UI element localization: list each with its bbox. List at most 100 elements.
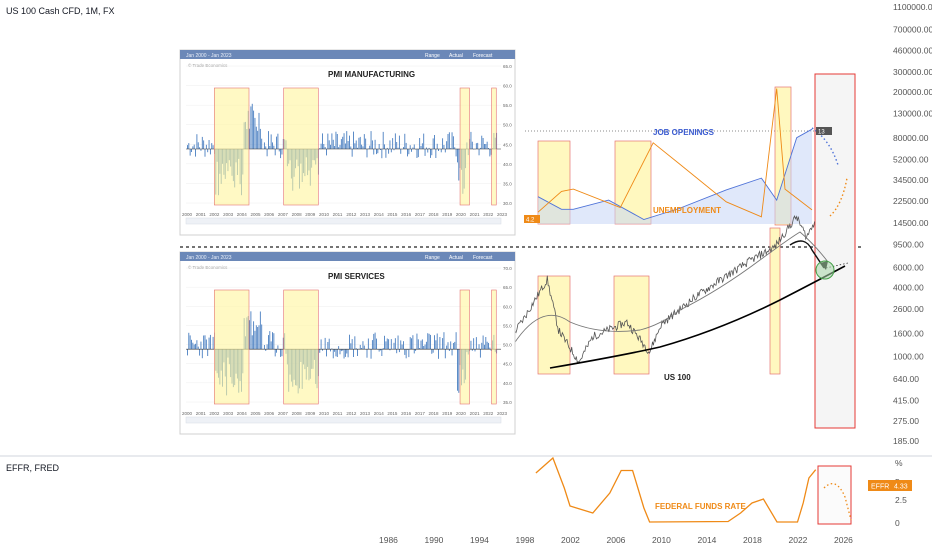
effr-tick-3: 0 <box>895 518 900 528</box>
pmi-services-panel-xtick-5: 2005 <box>250 411 261 416</box>
pmi-services-panel-ytick-4: 50.0 <box>503 343 512 348</box>
projection-arrow <box>789 240 825 269</box>
price-tick-11: 9500.00 <box>893 239 924 249</box>
unemployment-badge <box>524 215 540 223</box>
pmi-manufacturing-panel-xtick-23: 2023 <box>497 212 508 217</box>
pmi-services-panel-xtick-3: 2003 <box>223 411 234 416</box>
pmi-services-panel-xtick-9: 2009 <box>305 411 316 416</box>
price-tick-19: 275.00 <box>893 416 919 426</box>
symbol-title: US 100 Cash CFD, 1M, FX <box>6 6 115 16</box>
pmi-services-panel-xtick-21: 2021 <box>470 411 481 416</box>
pmi-services-panel-xtick-23: 2023 <box>497 411 508 416</box>
pmi-manufacturing-panel-ytick-2: 55.0 <box>503 103 512 108</box>
pmi-services-panel-highlight-1 <box>283 289 319 405</box>
effr-forecast-box <box>817 465 852 525</box>
pmi-manufacturing-panel-xtick-3: 2003 <box>223 212 234 217</box>
price-tick-7: 52000.00 <box>893 154 929 164</box>
pmi-manufacturing-panel-navigator <box>185 217 502 225</box>
pmi-manufacturing-panel-highlight-3 <box>491 87 497 206</box>
highlight-box-2 <box>537 275 571 375</box>
price-tick-9: 22500.00 <box>893 196 929 206</box>
pmi-services-panel-btn-1: Actual <box>449 255 463 261</box>
effr-tick-2: 2.5 <box>895 495 907 505</box>
effr-tick-0: % <box>895 458 903 468</box>
pmi-services-panel-xtick-0: 2000 <box>182 411 193 416</box>
pmi-services-panel-btn-0: Range <box>425 255 440 261</box>
pmi-services-panel: Jan 2000 - Jan 2023 Range Actual Forecast © … <box>179 251 516 435</box>
price-tick-3: 300000.00 <box>893 67 932 77</box>
time-tick-5: 2006 <box>607 535 626 545</box>
pmi-services-panel-highlight-2 <box>459 289 470 405</box>
pmi-manufacturing-panel-highlight-1 <box>283 87 319 206</box>
pmi-manufacturing-panel-xtick-13: 2013 <box>360 212 371 217</box>
target-circle <box>815 260 835 280</box>
pmi-services-panel-ytick-5: 45.0 <box>503 362 512 367</box>
price-tick-4: 200000.00 <box>893 87 932 97</box>
price-tick-18: 415.00 <box>893 396 919 406</box>
pmi-manufacturing-panel-btn-2: Forecast <box>473 53 493 59</box>
price-tick-8: 34500.00 <box>893 175 929 185</box>
price-tick-6: 80000.00 <box>893 133 929 143</box>
pmi-manufacturing-panel-xtick-9: 2009 <box>305 212 316 217</box>
pmi-services-panel-xtick-7: 2007 <box>278 411 289 416</box>
pmi-manufacturing-panel-ytick-5: 40.0 <box>503 162 512 167</box>
federal-funds-rate-label: FEDERAL FUNDS RATE <box>655 502 746 511</box>
pmi-services-panel-xtick-13: 2013 <box>360 411 371 416</box>
highlight-box-3 <box>613 275 650 375</box>
price-tick-10: 14500.00 <box>893 218 929 228</box>
pmi-manufacturing-panel-watermark: © Trade Economics <box>188 62 228 68</box>
time-tick-9: 2022 <box>789 535 808 545</box>
pmi-manufacturing-panel-xtick-20: 2020 <box>456 212 467 217</box>
pmi-services-panel-xtick-16: 2016 <box>401 411 412 416</box>
pmi-manufacturing-panel-ytick-1: 60.0 <box>503 84 512 89</box>
pmi-services-panel-xtick-10: 2010 <box>319 411 330 416</box>
pmi-services-panel-xtick-20: 2020 <box>456 411 467 416</box>
pmi-services-panel-xtick-4: 2004 <box>237 411 248 416</box>
price-tick-1: 700000.00 <box>893 25 932 35</box>
price-tick-14: 2600.00 <box>893 304 924 314</box>
pmi-services-panel-xtick-15: 2015 <box>387 411 398 416</box>
pmi-services-panel-title: PMI SERVICES <box>328 272 385 281</box>
pmi-services-panel-ytick-7: 35.0 <box>503 400 512 405</box>
time-tick-0: 1986 <box>379 535 398 545</box>
pmi-manufacturing-panel-ytick-3: 50.0 <box>503 123 512 128</box>
pmi-manufacturing-panel-toolbar <box>180 50 515 59</box>
time-tick-8: 2018 <box>743 535 762 545</box>
moving-average-fast <box>509 231 829 351</box>
pmi-manufacturing-panel-xtick-5: 2005 <box>250 212 261 217</box>
pmi-services-panel-xtick-12: 2012 <box>346 411 357 416</box>
time-tick-4: 2002 <box>561 535 580 545</box>
price-tick-20: 185.00 <box>893 436 919 446</box>
pmi-manufacturing-panel-ytick-0: 65.0 <box>503 64 512 69</box>
pmi-manufacturing-panel-xtick-10: 2010 <box>319 212 330 217</box>
pmi-manufacturing-panel-title: PMI MANUFACTURING <box>328 70 415 79</box>
effr-badge-value-bg <box>892 480 912 491</box>
pmi-manufacturing-panel-xtick-17: 2017 <box>415 212 426 217</box>
highlight-box-5 <box>769 227 781 375</box>
pmi-services-panel-xtick-14: 2014 <box>374 411 385 416</box>
effr-badge-label-bg <box>868 480 892 491</box>
pmi-services-panel-navigator <box>185 416 502 424</box>
unemployment-label: UNEMPLOYMENT <box>653 206 721 215</box>
pmi-services-panel-ytick-2: 60.0 <box>503 304 512 309</box>
pmi-services-panel-toolbar <box>180 252 515 261</box>
pmi-services-panel-xtick-8: 2008 <box>292 411 303 416</box>
pmi-manufacturing-panel-ytick-4: 45.0 <box>503 142 512 147</box>
job-openings-label: JOB OPENINGS <box>653 128 715 137</box>
pmi-manufacturing-panel-xtick-16: 2016 <box>401 212 412 217</box>
pmi-services-panel-xtick-11: 2011 <box>333 411 343 416</box>
pmi-services-panel-highlight-3 <box>491 289 497 405</box>
indicator-title: EFFR, FRED <box>6 463 59 473</box>
pmi-manufacturing-panel-btn-0: Range <box>425 53 440 59</box>
pmi-manufacturing-panel-xtick-18: 2018 <box>429 212 440 217</box>
price-tick-0: 1100000.00 <box>893 2 932 12</box>
federal-funds-rate-line <box>535 456 817 523</box>
time-tick-10: 2026 <box>834 535 853 545</box>
pmi-manufacturing-panel-highlight-2 <box>459 87 470 206</box>
pmi-services-panel-ytick-3: 55.0 <box>503 323 512 328</box>
pmi-manufacturing-panel-highlight-0 <box>214 87 250 206</box>
job-openings-badge-value: 13 <box>818 130 825 136</box>
pmi-services-panel-btn-2: Forecast <box>473 255 493 261</box>
job-openings-area <box>538 129 812 224</box>
